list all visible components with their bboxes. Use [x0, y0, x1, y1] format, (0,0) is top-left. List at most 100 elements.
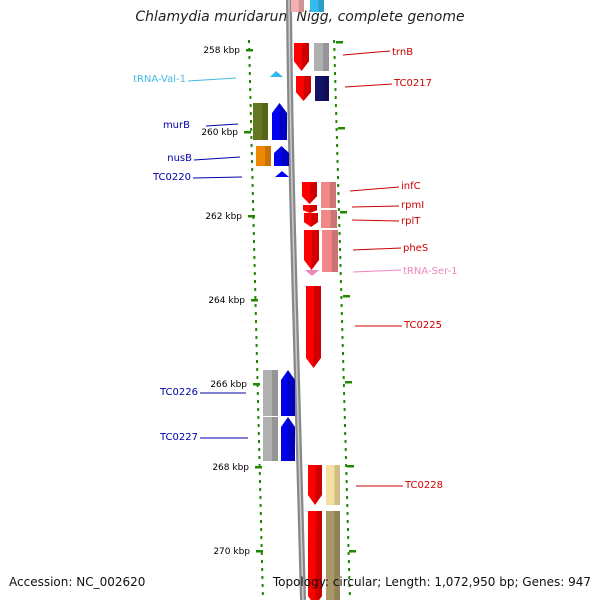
tick-ring-outer-dot — [341, 336, 344, 339]
tick-ring-inner-dot — [252, 200, 254, 203]
tick-ring-outer-dot — [340, 288, 343, 291]
tick-ring-outer-dot — [345, 464, 348, 467]
gene-rplt-cog — [321, 210, 337, 228]
genome-summary-text: Topology: circular; Length: 1,072,950 bp… — [272, 575, 591, 589]
gene-infc-cog-shade — [330, 182, 336, 208]
major-tick-inner — [244, 131, 251, 134]
tick-ring-inner-dot — [256, 392, 259, 395]
tick-ring-outer-dot — [337, 208, 340, 211]
tick-ring-outer-dot — [345, 480, 348, 483]
gene-tc0220 — [275, 171, 289, 177]
tick-ring-inner-dot — [252, 232, 255, 235]
gene-tc0227 — [281, 417, 295, 461]
label-leader-line — [352, 247, 402, 251]
tick-ring-inner-dot — [261, 576, 264, 579]
tick-ring-inner-dot — [250, 136, 253, 139]
tick-ring-outer-dot — [342, 368, 345, 371]
tick-ring-inner-dot — [260, 520, 262, 523]
tick-ring-outer-dot — [347, 552, 350, 555]
tick-ring-outer-dot — [334, 104, 337, 107]
gene-tc0217-shade — [303, 76, 311, 101]
tick-ring-outer-dot — [346, 520, 349, 523]
tick-ring-inner-dot — [255, 344, 258, 347]
gene-tc0225 — [306, 286, 321, 368]
tick-ring-inner-dot — [250, 144, 253, 147]
genome-title: Chlamydia muridarum Nigg, complete genom… — [135, 9, 465, 25]
tick-ring-outer-dot — [333, 48, 336, 51]
feature-label: TC0217 — [393, 78, 432, 89]
gene-tc0217-cog-shade — [323, 76, 329, 101]
tick-ring-inner-dot — [254, 304, 257, 307]
tick-ring-outer-dot — [342, 352, 344, 355]
tick-ring-outer-dot — [337, 200, 340, 203]
gene-infc-shade — [309, 182, 317, 204]
gene-nusb-cog-shade — [265, 146, 271, 166]
accession-text: Accession: NC_002620 — [9, 575, 146, 589]
major-tick-inner — [246, 49, 253, 52]
tick-ring-outer-dot — [344, 424, 346, 427]
tick-ring-inner-dot — [252, 208, 255, 211]
gene-top-cyan — [310, 0, 324, 12]
gene-tc0228-cog-shade — [334, 465, 340, 505]
tick-ring-inner-dot — [248, 40, 250, 43]
tick-ring-inner-dot — [249, 104, 252, 107]
gene-trmb-shade — [301, 43, 309, 71]
tick-ring-outer-dot — [333, 40, 336, 43]
gene-nusb-shade — [281, 146, 289, 166]
tick-ring-inner-dot — [250, 152, 253, 155]
tick-ring-outer-dot — [335, 136, 338, 139]
gene-phes-shade — [311, 230, 319, 270]
gene-tc0227-cog-shade — [272, 417, 278, 461]
tick-ring-inner-dot — [256, 360, 258, 363]
tick-label: 258 kbp — [203, 46, 240, 56]
trna-val-1-mark — [270, 71, 283, 77]
major-tick-inner — [255, 466, 262, 469]
tick-ring-inner-dot — [256, 376, 259, 379]
gene-rplt-shade — [311, 213, 318, 227]
tick-ring-inner-dot — [251, 176, 254, 179]
tick-label: 266 kbp — [210, 380, 247, 390]
tick-ring-outer-dot — [339, 264, 342, 267]
tick-ring-inner-dot — [254, 288, 257, 291]
tick-ring-outer-dot — [341, 344, 344, 347]
gene-nusb-cog — [256, 146, 271, 166]
tick-ring-inner-dot — [251, 184, 254, 187]
tick-ring-inner-dot — [255, 352, 258, 355]
tick-ring-inner-dot — [254, 312, 257, 315]
major-tick-outer — [340, 211, 347, 214]
trna-ser-1-mark — [305, 270, 319, 276]
tick-ring-outer-dot — [347, 536, 350, 539]
tick-ring-outer-dot — [340, 312, 343, 315]
gene-tc0227-cog — [263, 417, 278, 461]
tick-ring-outer-dot — [341, 320, 344, 323]
feature-label: trnB — [392, 47, 413, 58]
feature-label: pheS — [403, 243, 428, 254]
tick-label: 264 kbp — [208, 296, 245, 306]
label-leader-line — [352, 269, 402, 273]
tick-ring-inner-dot — [260, 544, 263, 547]
feature-label: TC0228 — [404, 480, 443, 491]
gene-rpmi — [303, 205, 317, 213]
tick-ring-inner-dot — [259, 480, 261, 483]
gene-murb-shade — [279, 103, 287, 140]
tick-ring-inner-dot — [259, 504, 262, 507]
tick-ring-outer-dot — [344, 448, 347, 451]
gene-tc0226-cog — [263, 370, 278, 416]
tick-ring-inner-dot — [249, 96, 252, 99]
tick-ring-inner-dot — [260, 552, 263, 555]
gene-tc0225-shade — [313, 286, 321, 368]
tick-ring-inner-dot — [259, 496, 262, 499]
tick-ring-outer-dot — [339, 272, 342, 275]
label-leader-line — [344, 83, 393, 88]
feature-label: TC0226 — [159, 387, 198, 398]
tick-ring-inner-dot — [261, 568, 264, 571]
tick-ring-outer-dot — [338, 232, 341, 235]
feature-label: tRNA-Val-1 — [133, 74, 186, 85]
tick-label: 262 kbp — [205, 212, 242, 222]
tick-ring-inner-dot — [254, 296, 257, 299]
gene-bottom-shade — [315, 511, 322, 600]
label-leader-line — [349, 186, 400, 192]
tick-ring-inner-dot — [259, 512, 262, 515]
tick-ring-inner-dot — [251, 160, 253, 163]
